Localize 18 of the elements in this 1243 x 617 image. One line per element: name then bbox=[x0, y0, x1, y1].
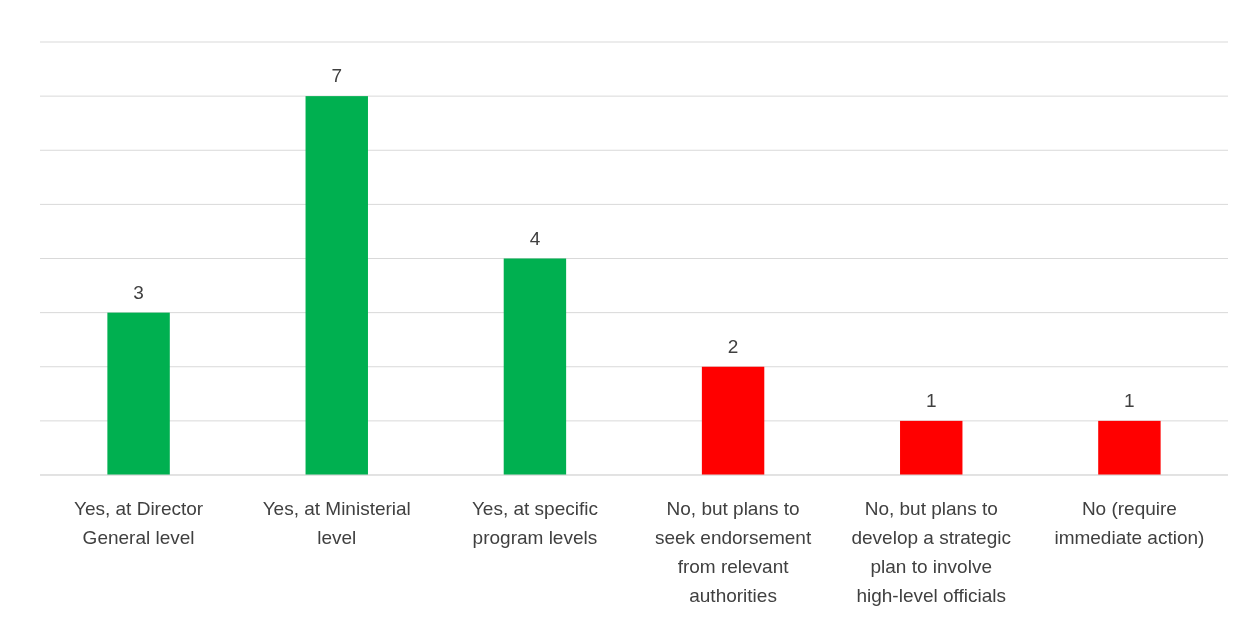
x-tick-label: No, but plans to develop a strategic plan to involve high-level officials bbox=[851, 498, 1011, 606]
data-label: 7 bbox=[331, 65, 343, 87]
data-label: 1 bbox=[1124, 389, 1135, 411]
bar bbox=[305, 96, 368, 475]
bar bbox=[107, 312, 170, 475]
bar bbox=[1098, 420, 1161, 475]
x-tick-label: Yes, at specific program levels bbox=[471, 498, 598, 548]
bar bbox=[701, 366, 765, 475]
x-tick-label: Yes, at Ministerial level bbox=[262, 498, 411, 548]
data-label: 1 bbox=[925, 389, 937, 411]
data-label: 3 bbox=[133, 281, 144, 303]
bar bbox=[503, 258, 567, 475]
data-label: 4 bbox=[529, 227, 541, 249]
x-tick-label: No (require immediate action) bbox=[1054, 498, 1205, 548]
data-label: 2 bbox=[727, 335, 739, 357]
bar bbox=[900, 420, 963, 475]
x-tick-label: Yes, at Director General level bbox=[73, 498, 204, 548]
x-tick-label: No, but plans to seek endorsement from relevant authorities bbox=[654, 498, 812, 606]
